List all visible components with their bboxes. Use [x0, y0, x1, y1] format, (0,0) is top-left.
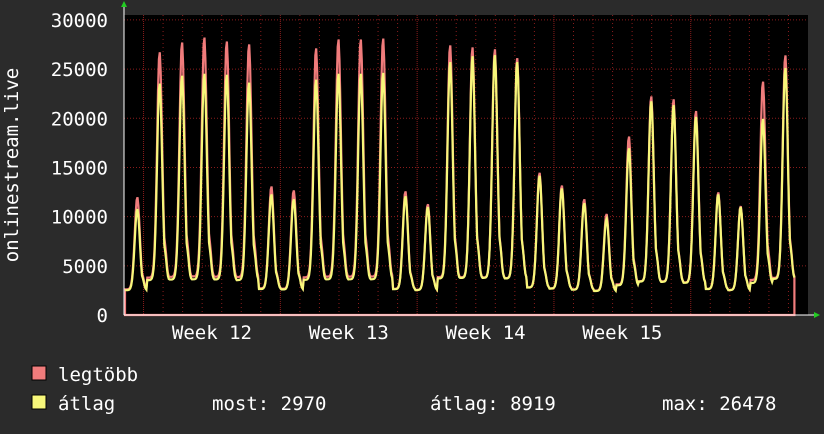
x-tick-labels: Week 12 Week 13 Week 14 Week 15 — [172, 322, 662, 344]
stat-now: most: 2970 — [212, 393, 326, 415]
axis-layer — [121, 1, 820, 318]
y-tick-label: 5000 — [62, 256, 108, 278]
y-tick-label: 10000 — [51, 207, 108, 229]
legend-label-avg: átlag — [58, 393, 115, 415]
x-axis-arrow — [814, 312, 820, 318]
y-tick-label: 0 — [97, 305, 108, 327]
y-axis-arrow — [121, 1, 127, 7]
y-tick-labels: 0 5000 10000 15000 20000 25000 30000 — [51, 10, 108, 327]
x-tick-label: Week 12 — [172, 322, 252, 344]
y-tick-label: 20000 — [51, 108, 108, 130]
series-line-average — [125, 55, 796, 294]
stat-average: átlag: 8919 — [430, 393, 556, 415]
y-tick-label: 15000 — [51, 157, 108, 179]
legend-swatch-max — [31, 365, 47, 381]
legend: legtöbb átlag — [31, 364, 138, 415]
y-tick-label: 25000 — [51, 59, 108, 81]
series-layer — [123, 37, 796, 317]
x-tick-label: Week 14 — [446, 322, 526, 344]
y-axis-label: onlinestream.live — [1, 68, 23, 262]
x-tick-label: Week 13 — [309, 322, 389, 344]
legend-swatch-avg — [31, 394, 47, 410]
y-tick-label: 30000 — [51, 10, 108, 32]
legend-label-max: legtöbb — [58, 364, 138, 386]
stat-max: max: 26478 — [662, 393, 776, 415]
x-tick-label: Week 15 — [582, 322, 662, 344]
